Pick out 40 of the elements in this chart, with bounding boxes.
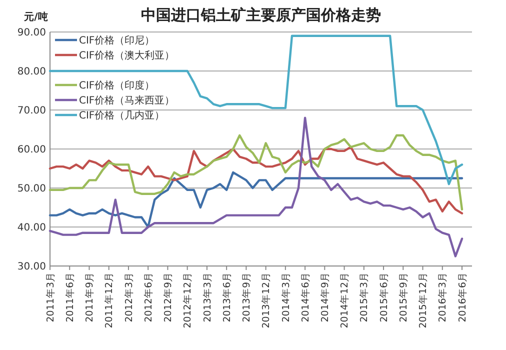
y-tick-label: 60.00 — [17, 144, 46, 156]
x-tick-label: 2011年9月 — [84, 272, 96, 322]
x-tick-label: 2015年12月 — [417, 272, 430, 328]
x-tick-label: 2016年6月 — [456, 272, 468, 322]
x-tick-label: 2012年9月 — [162, 272, 174, 322]
x-tick-label: 2013年3月 — [201, 272, 214, 322]
legend-label: CIF价格（印度） — [79, 80, 155, 92]
x-tick-label: 2013年12月 — [260, 272, 272, 328]
x-tick-label: 2014年12月 — [338, 272, 351, 328]
y-tick-label: 30.00 — [17, 262, 46, 272]
y-axis-title: 元/吨 — [23, 11, 48, 23]
x-tick-label: 2012年3月 — [122, 272, 135, 322]
legend-label: CIF价格（马来西亚） — [79, 94, 175, 106]
x-tick-label: 2011年6月 — [64, 272, 76, 322]
x-tick-label: 2014年6月 — [299, 272, 312, 322]
y-tick-label: 90.00 — [17, 28, 46, 38]
x-tick-label: 2012年6月 — [142, 272, 154, 322]
legend-label: CIF价格（几内亚） — [79, 110, 165, 122]
x-tick-label: 2014年9月 — [318, 272, 331, 322]
x-tick-label: 2015年9月 — [397, 272, 410, 322]
x-tick-label: 2012年12月 — [182, 272, 194, 328]
x-tick-label: 2015年3月 — [358, 272, 370, 322]
y-tick-label: 80.00 — [17, 66, 46, 78]
chart-title: 中国进口铝土矿主要原产国价格走势 — [141, 6, 381, 24]
line-series — [48, 34, 464, 186]
legend-label: CIF价格（印尼） — [79, 34, 155, 46]
line-series — [48, 171, 464, 228]
x-tick-label: 2011年3月 — [44, 272, 56, 322]
legend-label: CIF价格（澳大利亚） — [79, 50, 175, 62]
x-tick-label: 2013年6月 — [220, 272, 233, 322]
line-series — [48, 134, 464, 211]
y-tick-label: 70.00 — [17, 106, 46, 116]
x-tick-label: 2014年3月 — [280, 272, 292, 322]
y-tick-label: 50.00 — [17, 184, 46, 194]
y-tick-label: 40.00 — [17, 222, 46, 234]
x-tick-label: 2013年9月 — [240, 272, 253, 322]
x-tick-label: 2015年6月 — [378, 272, 390, 322]
x-tick-label: 2011年12月 — [103, 272, 116, 328]
line-series — [48, 146, 464, 214]
x-tick-label: 2016年3月 — [436, 272, 449, 322]
